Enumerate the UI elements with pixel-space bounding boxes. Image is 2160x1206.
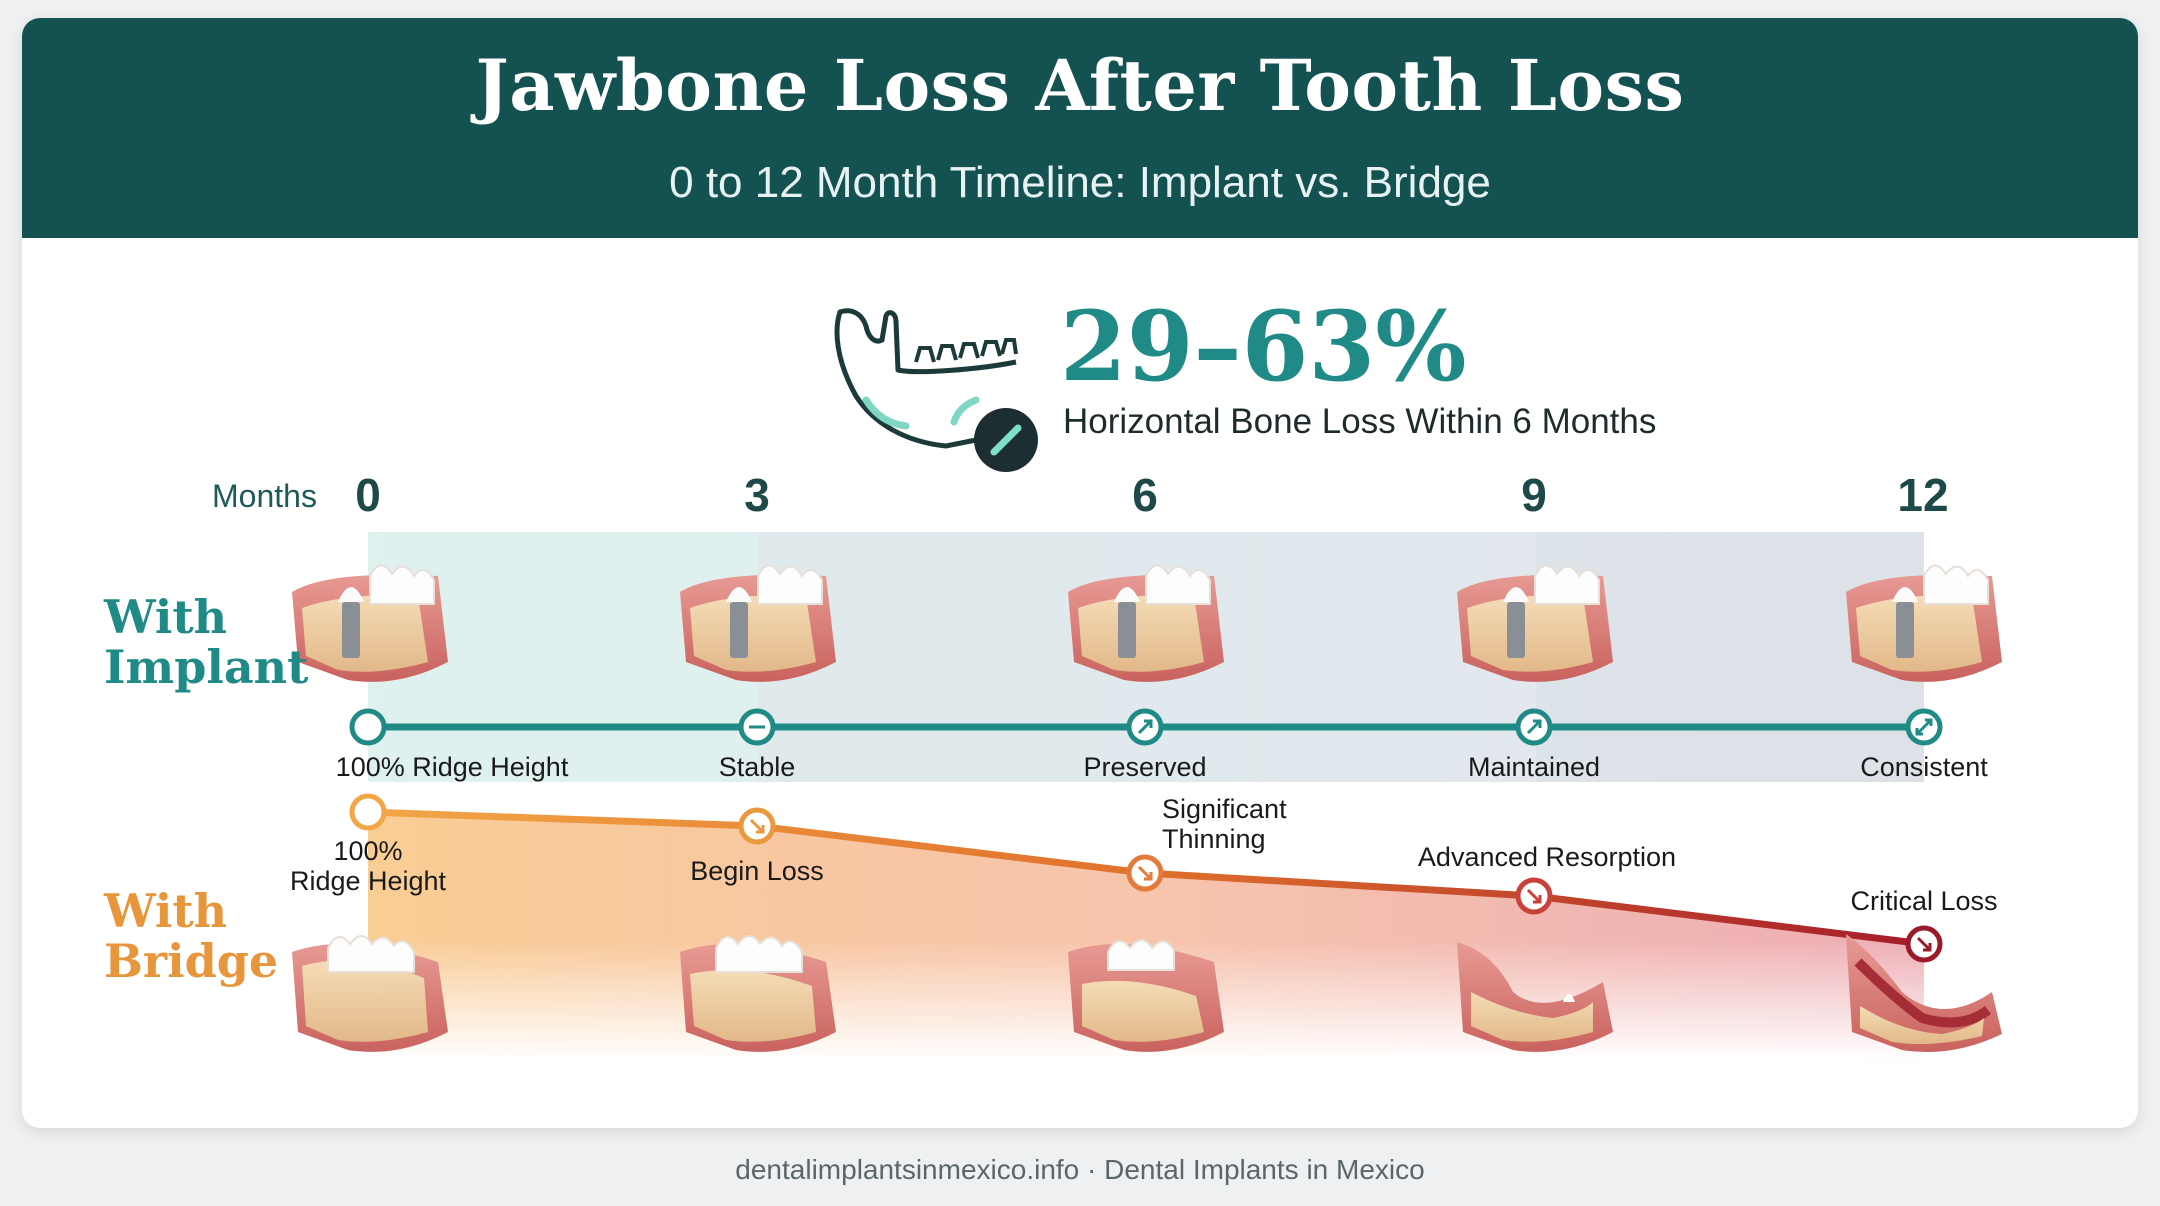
implant-milestone-12: Consistent <box>1860 752 1988 782</box>
implant-node-6 <box>1126 708 1164 746</box>
implant-jaw-illustration-9 <box>1457 564 1613 682</box>
bridge-milestone-6-line1: Significant <box>1162 794 1287 824</box>
page-subtitle: 0 to 12 Month Timeline: Implant vs. Brid… <box>669 158 1491 207</box>
bridge-row-label-line2: Bridge <box>104 934 279 988</box>
implant-milestone-6: Preserved <box>1083 752 1207 782</box>
bridge-jaw-illustration-3 <box>680 935 836 1052</box>
header-banner: Jawbone Loss After Tooth Loss 0 to 12 Mo… <box>22 18 2138 238</box>
months-axis-label: Months <box>212 478 317 514</box>
bridge-node-0 <box>349 793 387 831</box>
footer-source: dentalimplantsinmexico.info · Dental Imp… <box>735 1154 1425 1185</box>
month-tick-12: 12 <box>1897 469 1949 521</box>
implant-jaw-illustration-6 <box>1068 564 1224 682</box>
bridge-jaw-illustration-0 <box>292 935 448 1052</box>
implant-row-label-line1: With <box>104 590 228 644</box>
month-tick-6: 6 <box>1132 469 1158 521</box>
bridge-node-12 <box>1905 925 1943 963</box>
month-tick-3: 3 <box>744 469 770 521</box>
bridge-row-label: With Bridge <box>104 886 278 986</box>
implant-row-label-line2: Implant <box>104 640 309 694</box>
implant-node-9 <box>1515 708 1553 746</box>
month-tick-9: 9 <box>1521 469 1547 521</box>
implant-node-0 <box>349 708 387 746</box>
bridge-jaw-illustration-12 <box>1846 934 2002 1052</box>
bridge-milestone-6-line2: Thinning <box>1162 824 1266 854</box>
bone-loss-stat-label: Horizontal Bone Loss Within 6 Months <box>1063 402 1657 441</box>
bridge-node-9 <box>1515 877 1553 915</box>
bridge-jaw-illustration-9 <box>1457 942 1613 1052</box>
implant-jaw-illustration-3 <box>680 564 836 682</box>
bridge-milestone-0-line2: Ridge Height <box>289 866 447 896</box>
jawbone-icon <box>834 308 1038 472</box>
bridge-milestone-3: Begin Loss <box>690 856 824 886</box>
month-tick-0: 0 <box>355 469 381 521</box>
bridge-milestone-0: 100% Ridge Height <box>290 836 446 896</box>
bridge-row-label-line1: With <box>104 884 228 938</box>
implant-jaw-illustration-0 <box>292 564 448 682</box>
bridge-milestone-9: Advanced Resorption <box>1417 842 1677 872</box>
implant-milestone-3: Stable <box>718 752 796 782</box>
implant-milestone-0: 100% Ridge Height <box>335 752 569 782</box>
page-title: Jawbone Loss After Tooth Loss <box>475 44 1685 127</box>
bridge-node-6 <box>1126 854 1164 892</box>
implant-milestone-9: Maintained <box>1467 752 1601 782</box>
bridge-node-3 <box>738 807 776 845</box>
bone-loss-stat-value: 29–63% <box>1060 290 1467 403</box>
implant-jaw-illustration-12 <box>1846 564 2002 682</box>
bridge-milestone-12: Critical Loss <box>1850 886 1998 916</box>
implant-node-12 <box>1905 708 1943 746</box>
bridge-milestone-6: Significant Thinning <box>1162 794 1287 854</box>
implant-node-3 <box>738 708 776 746</box>
bridge-jaw-illustration-6 <box>1068 939 1224 1052</box>
implant-row-label: With Implant <box>104 592 308 692</box>
bridge-milestone-0-line1: 100% <box>333 836 403 866</box>
